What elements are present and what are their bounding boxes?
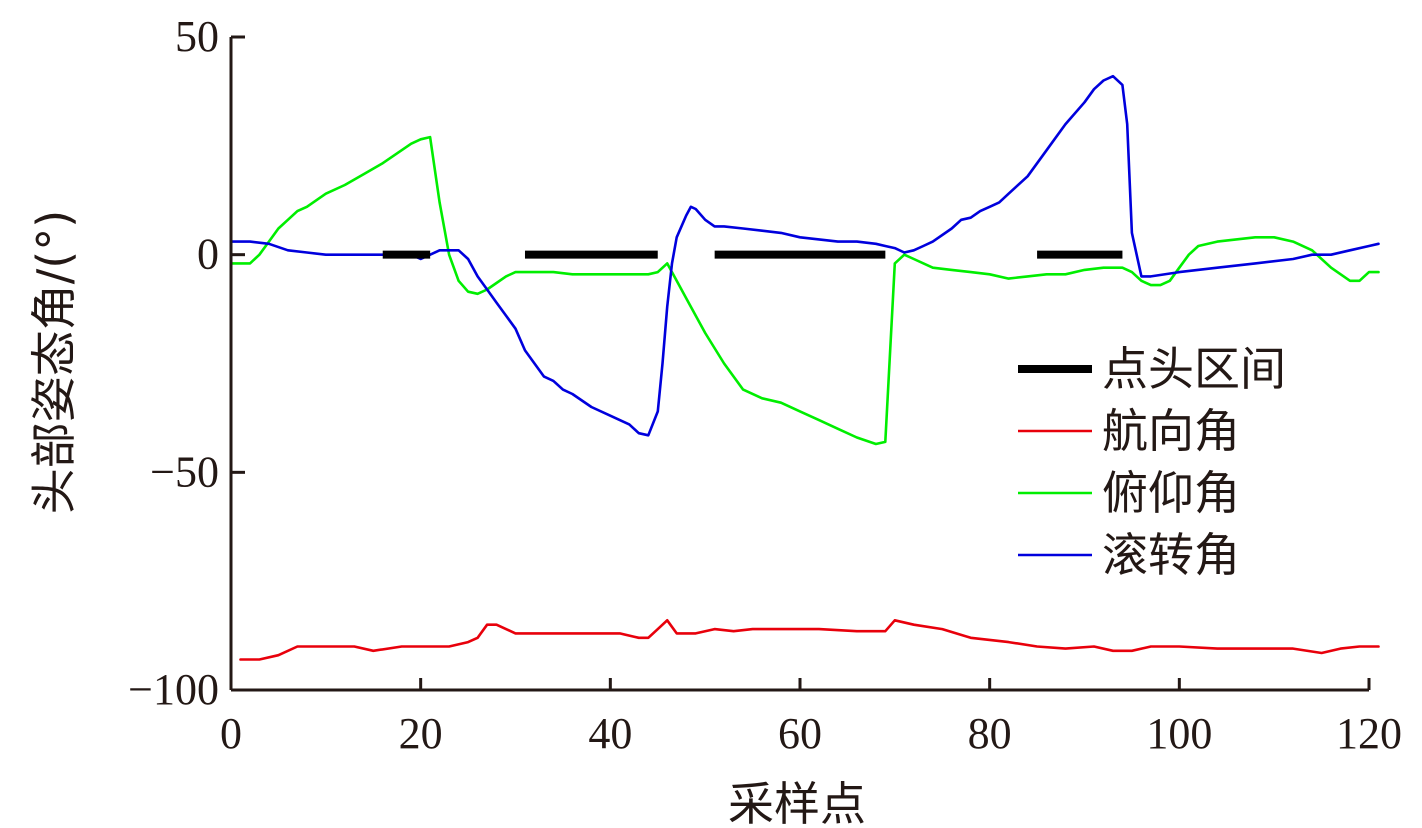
y-tick-label: −50: [150, 447, 219, 496]
x-ticks: 0 20 40 60 80 100 120: [220, 678, 1402, 758]
series-line-0: [239, 618, 1380, 661]
x-axis-title: 采样点: [728, 777, 866, 828]
x-tick-label: 100: [1146, 709, 1212, 758]
x-tick-label: 0: [220, 709, 242, 758]
y-tick-label: 0: [197, 230, 219, 279]
legend-label: 点头区间: [1102, 342, 1286, 396]
x-tick-label: 20: [399, 709, 443, 758]
y-tick-label: 50: [175, 12, 219, 61]
x-tick-label: 80: [968, 709, 1012, 758]
series-layer: [229, 74, 1380, 661]
y-ticks: −100 −50 0 50: [128, 12, 245, 714]
legend-label: 俯仰角: [1102, 466, 1240, 520]
legend-label: 航向角: [1102, 404, 1240, 458]
plot-area: −100 −50 0 50 0 20 40 60 80 100 120: [128, 12, 1402, 758]
legend-label: 滚转角: [1102, 528, 1240, 582]
x-tick-label: 60: [778, 709, 822, 758]
x-tick-label: 40: [588, 709, 632, 758]
series-line-1: [229, 135, 1380, 446]
series-line-2: [229, 74, 1380, 437]
y-tick-label: −100: [128, 665, 219, 714]
y-axis-title: 头部姿态角/(°): [27, 210, 81, 514]
x-tick-label: 120: [1336, 709, 1402, 758]
